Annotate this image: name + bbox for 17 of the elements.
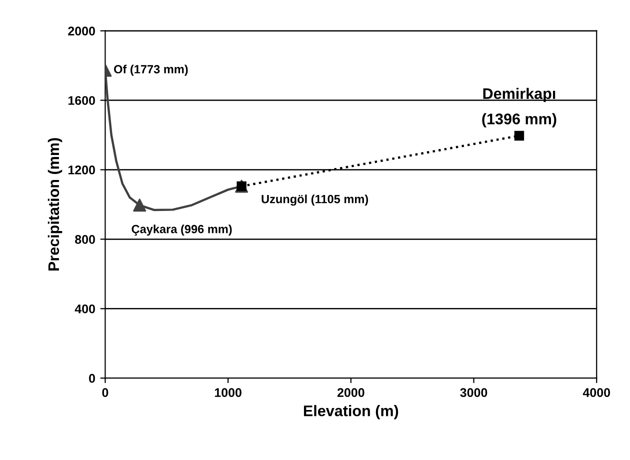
annotation: Demirkapı (1396 mm): [482, 88, 556, 128]
y-tick-label: 2000: [68, 26, 95, 36]
x-tick-label: 0: [102, 388, 108, 398]
x-tick-label: 1000: [214, 388, 242, 398]
x-axis-title: Elevation (m): [304, 405, 398, 420]
y-tick-label: 800: [75, 235, 95, 244]
x-tick-label: 2000: [337, 388, 364, 398]
y-axis-title: Precipitation (mm): [48, 138, 62, 271]
y-tick-label: 0: [89, 374, 95, 383]
annotation: Of (1773 mm): [114, 64, 188, 76]
y-tick-label: 400: [74, 304, 95, 314]
y-tick-label: 1600: [68, 96, 95, 105]
y-tick-label: 1200: [68, 166, 95, 174]
x-tick-label: 4000: [582, 388, 610, 398]
annotation: Uzungöl (1105 mm): [262, 194, 368, 206]
x-tick-label: 3000: [460, 388, 488, 398]
annotation: Çaykara (996 mm): [132, 224, 232, 236]
